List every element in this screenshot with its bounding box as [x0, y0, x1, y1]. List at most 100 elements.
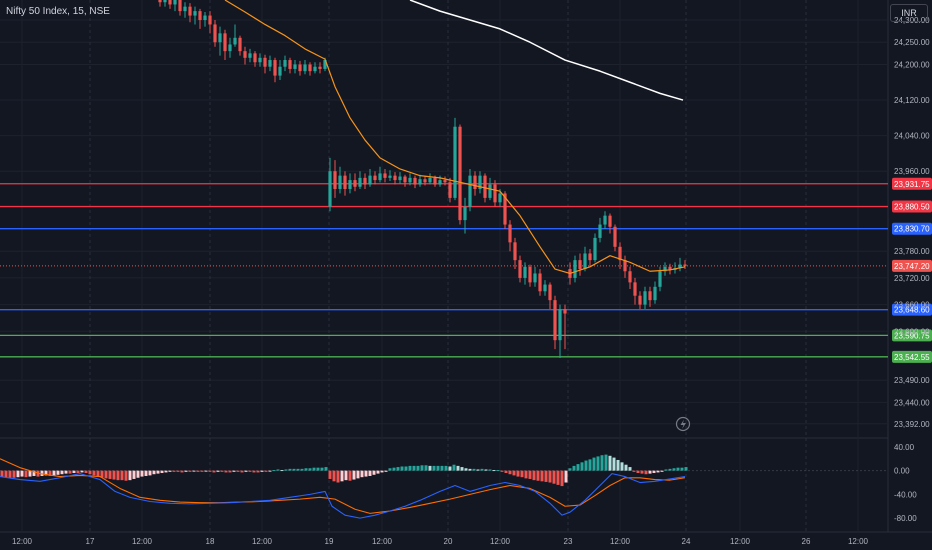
price-tick-label: 23,720.00: [894, 274, 930, 283]
candle-body: [268, 60, 272, 67]
price-tick-label: 24,040.00: [894, 132, 930, 141]
currency-button[interactable]: INR: [890, 4, 928, 22]
macd-histogram-bar: [0, 470, 4, 477]
macd-histogram-bar: [524, 470, 528, 479]
macd-histogram-bar: [40, 470, 44, 476]
macd-histogram-bar: [552, 470, 556, 484]
macd-histogram-bar: [424, 465, 428, 471]
candle-body: [233, 37, 237, 45]
candle-body: [353, 180, 357, 187]
macd-histogram-bar: [176, 470, 180, 472]
macd-histogram-bar: [260, 470, 264, 472]
macd-histogram-bar: [164, 470, 168, 473]
macd-histogram-bar: [72, 470, 76, 474]
macd-histogram-bar: [440, 465, 444, 471]
time-tick-label: 12:00: [848, 537, 869, 546]
candle-body: [203, 15, 207, 21]
time-tick-label: 18: [206, 537, 215, 546]
candle-body: [388, 175, 392, 178]
candle-body: [408, 177, 412, 183]
macd-histogram-bar: [188, 470, 192, 472]
candle-body: [438, 180, 442, 185]
macd-histogram-bar: [48, 470, 52, 476]
candle-body: [643, 291, 647, 305]
macd-histogram-bar: [432, 465, 436, 471]
macd-histogram-bar: [356, 470, 360, 479]
macd-histogram-bar: [12, 470, 16, 478]
candle-body: [583, 253, 587, 270]
macd-histogram-bar: [364, 470, 368, 477]
candle-body: [563, 309, 567, 314]
candle-body: [558, 309, 562, 341]
macd-histogram-bar: [60, 470, 64, 475]
replay-icon[interactable]: [675, 416, 691, 432]
time-tick-label: 23: [564, 537, 573, 546]
macd-histogram-bar: [348, 470, 352, 481]
macd-histogram-bar: [144, 470, 148, 476]
macd-histogram-bar: [400, 466, 404, 471]
candle-body: [328, 171, 332, 207]
candle-body: [168, 0, 172, 5]
macd-histogram-bar: [616, 459, 620, 471]
candles: [158, 0, 687, 358]
candle-body: [588, 253, 592, 261]
candle-body: [598, 224, 602, 238]
macd-histogram-bar: [56, 470, 60, 475]
candle-body: [553, 300, 557, 341]
macd-histogram-bar: [620, 462, 624, 471]
macd-histogram-bar: [488, 469, 492, 471]
candle-body: [618, 246, 622, 261]
macd-tick-label: 40.00: [894, 443, 915, 452]
price-tick-label: 23,490.00: [894, 376, 930, 385]
macd-histogram-bar: [632, 470, 636, 472]
macd-histogram-bar: [396, 467, 400, 471]
price-tick-label: 23,660.00: [894, 301, 930, 310]
candle-body: [613, 226, 617, 247]
candle-body: [263, 57, 267, 67]
macd-histogram-bar: [280, 470, 284, 472]
macd-pane: [0, 454, 888, 519]
macd-histogram-bar: [408, 465, 412, 471]
macd-histogram-bar: [132, 470, 136, 479]
macd-histogram-bar: [472, 468, 476, 471]
candle-body: [463, 206, 467, 221]
time-tick-label: 17: [86, 537, 95, 546]
candle-body: [653, 286, 657, 301]
macd-histogram-bar: [172, 470, 176, 472]
macd-histogram-bar: [668, 468, 672, 471]
candle-body: [658, 271, 662, 287]
macd-histogram-bar: [212, 470, 216, 473]
candle-body: [418, 179, 422, 185]
level-tag: [892, 177, 932, 190]
candle-body: [423, 179, 427, 183]
macd-histogram-bar: [508, 470, 512, 475]
level-tag: [892, 350, 932, 363]
macd-histogram-bar: [312, 467, 316, 471]
level-tag-label: 23,830.70: [894, 225, 930, 234]
macd-histogram-bar: [528, 470, 532, 479]
macd-histogram-bar: [84, 470, 88, 474]
macd-histogram-bar: [168, 470, 172, 472]
ma-long-line: [409, 0, 684, 101]
macd-histogram-bar: [504, 470, 508, 474]
candle-body: [543, 284, 547, 292]
macd-histogram-bar: [296, 468, 300, 471]
candle-body: [188, 6, 192, 16]
macd-histogram-bar: [88, 470, 92, 475]
candle-body: [303, 64, 307, 72]
macd-histogram-bar: [216, 470, 220, 472]
candle-body: [488, 184, 492, 198]
candle-body: [358, 177, 362, 187]
macd-histogram-bar: [648, 470, 652, 474]
ma-short-line: [224, 0, 686, 275]
candle-body: [308, 64, 312, 72]
macd-histogram-bar: [608, 455, 612, 471]
price-tick-label: 24,120.00: [894, 96, 930, 105]
candle-body: [253, 53, 257, 63]
level-tag-label: 23,542.55: [894, 353, 930, 362]
macd-histogram-bar: [652, 470, 656, 474]
level-tag-label: 23,648.60: [894, 306, 930, 315]
candle-body: [628, 271, 632, 283]
last-price-label: 23,747.20: [894, 262, 930, 271]
